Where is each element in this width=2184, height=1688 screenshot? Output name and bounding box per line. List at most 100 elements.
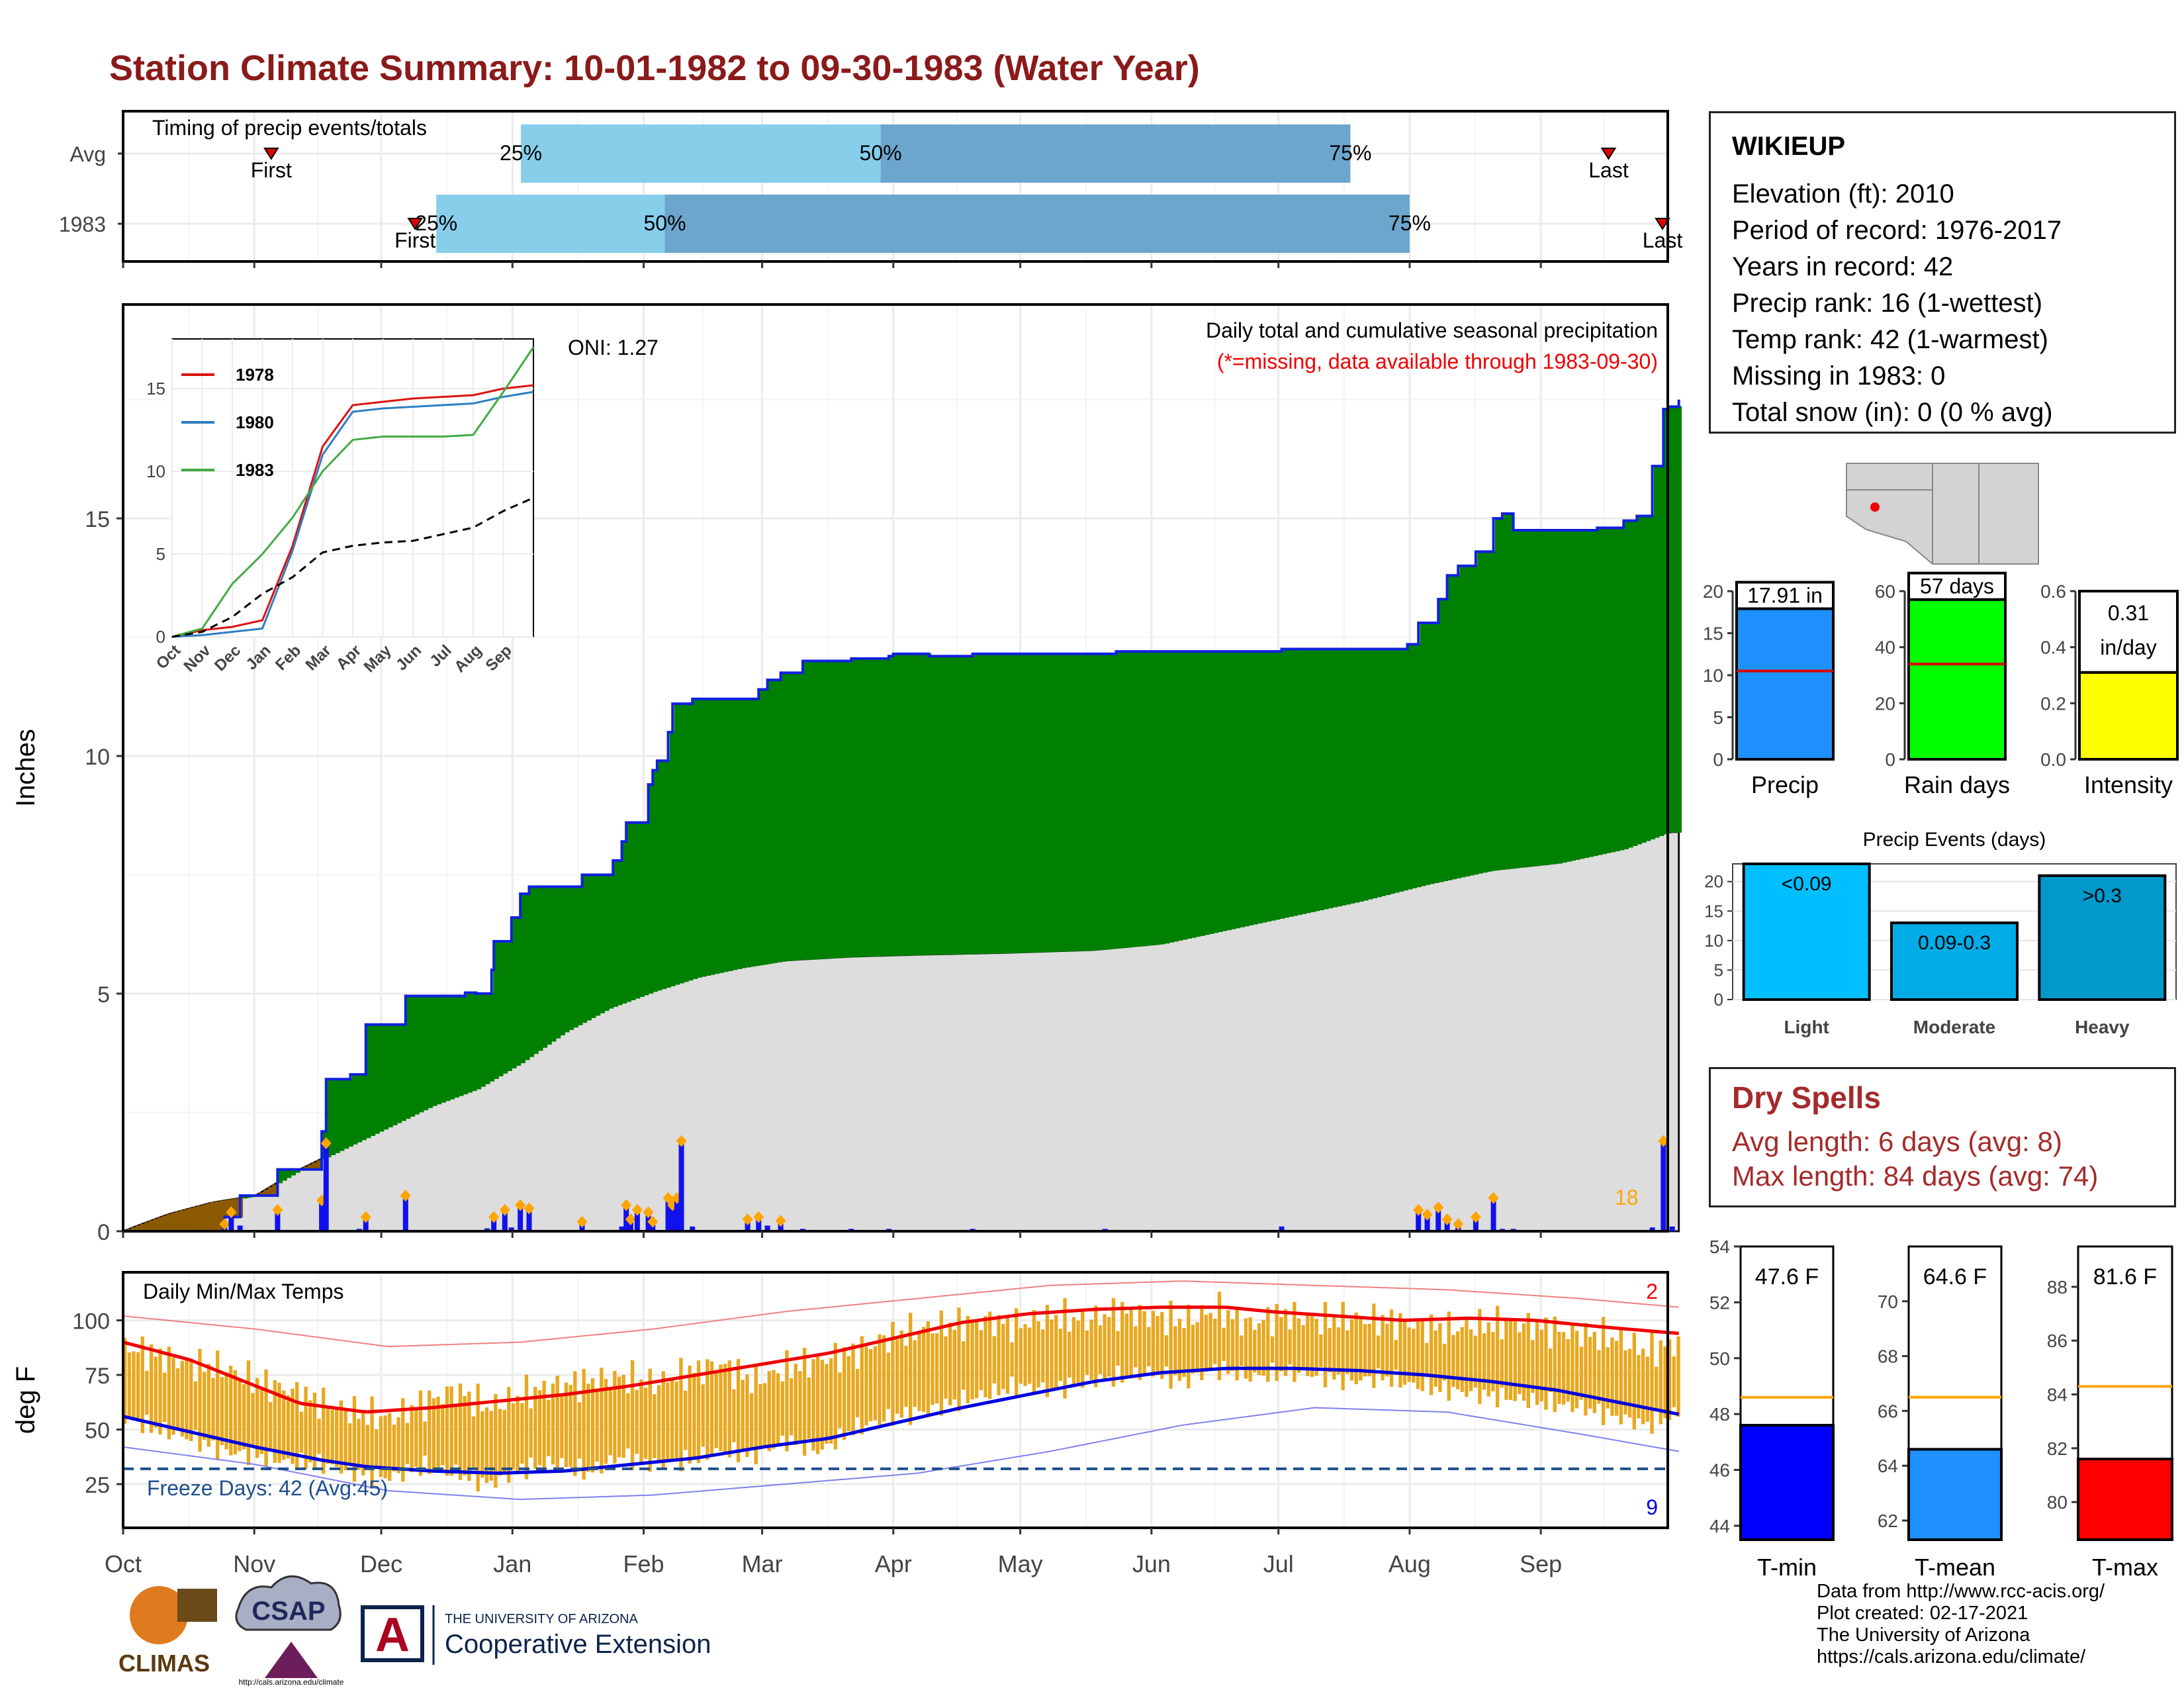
summary-value-label: 17.91 in: [1747, 584, 1823, 608]
dry-spells-box: Dry Spells Avg length: 6 days (avg: 8) M…: [1709, 1067, 2176, 1207]
tsum-y-tick-label: 62: [1878, 1511, 1898, 1531]
credit-created: Plot created: 02-17-2021: [1817, 1603, 2028, 1624]
timing-last-label: Last: [1643, 228, 1683, 252]
daily-precip-marker: [1470, 1211, 1481, 1223]
record-low-line: [122, 1407, 1679, 1501]
tsum-bar: [1907, 1448, 2003, 1541]
station-location-marker: [1870, 502, 1880, 512]
dry-spells-avg: Avg length: 6 days (avg: 8): [1732, 1126, 2062, 1157]
timing-frame: [122, 110, 1669, 263]
events-y-tick-label: 10: [1704, 931, 1723, 951]
credits: Data from http://www.rcc-acis.org/ Plot …: [1817, 1581, 2105, 1668]
daily-precip-marker: [625, 1213, 636, 1226]
oni-label: ONI: 1.27: [568, 336, 659, 359]
station-period: Period of record: 1976-2017: [1732, 216, 2062, 245]
tsum-y-tick-label: 82: [2047, 1438, 2068, 1459]
timing-title: Timing of precip events/totals: [152, 116, 427, 140]
location-map: [1846, 463, 2039, 565]
timing-row-label: Avg: [69, 142, 106, 166]
y-tick-label: 75: [85, 1364, 110, 1389]
summary-category-label: Precip: [1751, 771, 1819, 798]
daily-precip-bar: [508, 1227, 514, 1231]
summary-y-tick-label: 20: [1875, 693, 1895, 714]
daily-precip-bar: [634, 1209, 640, 1231]
station-missing: Missing in 1983: 0: [1732, 361, 1946, 391]
x-tick-label: May: [998, 1550, 1043, 1577]
logos: CLIMAS CSAP http://cals.arizona.edu/climat…: [118, 1575, 711, 1687]
tsum-value-label: 81.6 F: [2093, 1264, 2157, 1289]
timing-q75-label: 75%: [1388, 211, 1431, 235]
precip-summary-panel: 0 5 10 15 20 17.91 in Precip 0 20 40 60 57 days Rain…: [1703, 571, 2179, 798]
main-frame: [122, 303, 1669, 1233]
y-tick-label: 10: [85, 745, 110, 770]
summary-category-label: Intensity: [2084, 771, 2173, 798]
timing-first-marker: [407, 218, 424, 230]
station-name: WIKIEUP: [1732, 132, 1846, 161]
x-tick-label: Jan: [493, 1550, 531, 1577]
daily-precip-marker: [775, 1215, 786, 1227]
summary-y-tick-label: 10: [1703, 665, 1723, 686]
x-tick-label: Mar: [742, 1550, 783, 1577]
daily-precip-bar: [402, 1196, 408, 1231]
daily-precip-marker: [1441, 1213, 1453, 1226]
y-tick-label: 100: [72, 1309, 110, 1335]
csap-logo-text: CSAP: [251, 1597, 325, 1626]
precip-subtitle: (*=missing, data available through 1983-…: [1217, 350, 1658, 373]
record-high-line: [122, 1280, 1679, 1348]
daily-precip-bar: [275, 1209, 281, 1231]
events-bar: [1890, 921, 2019, 1002]
daily-precip-marker: [742, 1213, 753, 1226]
daily-precip-bar: [674, 1197, 680, 1231]
timing-last-marker: [1655, 218, 1670, 230]
daily-precip-marker: [515, 1199, 526, 1211]
daily-precip-marker: [226, 1206, 237, 1219]
station-snow: Total snow (in): 0 (0 % avg): [1732, 398, 2053, 427]
summary-y-tick-label: 5: [1713, 708, 1723, 728]
timing-q25-label: 25%: [415, 211, 457, 235]
inset-legend-label: 1978: [236, 365, 274, 385]
temperature-panel: 25 50 75 100 deg F Freeze Days: 42 (Avg:45) Da…: [11, 1271, 1680, 1577]
inset-y-tick-label: 10: [146, 461, 165, 481]
ua-big-text: Cooperative Extension: [445, 1630, 711, 1659]
y-tick-label: 25: [85, 1473, 110, 1498]
daily-precip-bar: [678, 1141, 684, 1231]
station-elevation: Elevation (ft): 2010: [1732, 179, 1954, 209]
tsum-bar: [2077, 1458, 2173, 1542]
timing-row-label: 1983: [59, 212, 106, 236]
daily-precip-marker: [499, 1203, 510, 1216]
tsum-category-label: T-min: [1757, 1554, 1817, 1581]
inset-legend-label: 1980: [236, 412, 274, 432]
tsum-y-tick-label: 44: [1709, 1516, 1730, 1536]
inset-series-line: [171, 391, 534, 638]
climas-cloud-icon: [177, 1589, 217, 1622]
daily-precip-bar: [690, 1226, 696, 1231]
daily-precip-marker: [1413, 1203, 1424, 1216]
summary-y-tick-label: 20: [1703, 581, 1723, 602]
avg-max-line: [122, 1305, 1679, 1414]
tsum-y-tick-label: 64: [1878, 1456, 1898, 1476]
timing-bar-q25-q50: [521, 124, 881, 183]
daily-precip-bar: [237, 1225, 243, 1231]
tsum-y-tick-label: 88: [2047, 1277, 2068, 1297]
daily-precip-bar: [665, 1197, 671, 1231]
summary-value-label-2: in/day: [2100, 635, 2156, 659]
daily-precip-marker: [753, 1211, 764, 1223]
precip-events-panel: Precip Events (days) 0 5 10 15 20 <0.09 Light 0.…: [1704, 829, 2177, 1037]
tsum-y-tick-label: 54: [1709, 1237, 1730, 1257]
y-tick-label: 0: [97, 1220, 110, 1245]
inset-series-line: [171, 346, 535, 638]
daily-precip-bar: [518, 1205, 523, 1231]
tsum-category-label: T-mean: [1915, 1554, 1995, 1581]
daily-precip-marker: [671, 1192, 682, 1204]
daily-precip-bar: [323, 1143, 329, 1231]
timing-bar-q50-q75: [664, 195, 1410, 253]
timing-panel: 25% 50% 75% First Last Avg 25% 50% 75% First Last 1…: [59, 110, 1683, 268]
credit-university: The University of Arizona: [1817, 1624, 2030, 1646]
daily-precip-bar: [1649, 1227, 1655, 1231]
daily-precip-marker: [1422, 1208, 1433, 1221]
daily-precip-bar: [1279, 1226, 1285, 1231]
dry-spells-heading: Dry Spells: [1732, 1080, 1881, 1115]
summary-label-box: [2078, 590, 2179, 674]
daily-precip-marker: [1433, 1201, 1444, 1214]
